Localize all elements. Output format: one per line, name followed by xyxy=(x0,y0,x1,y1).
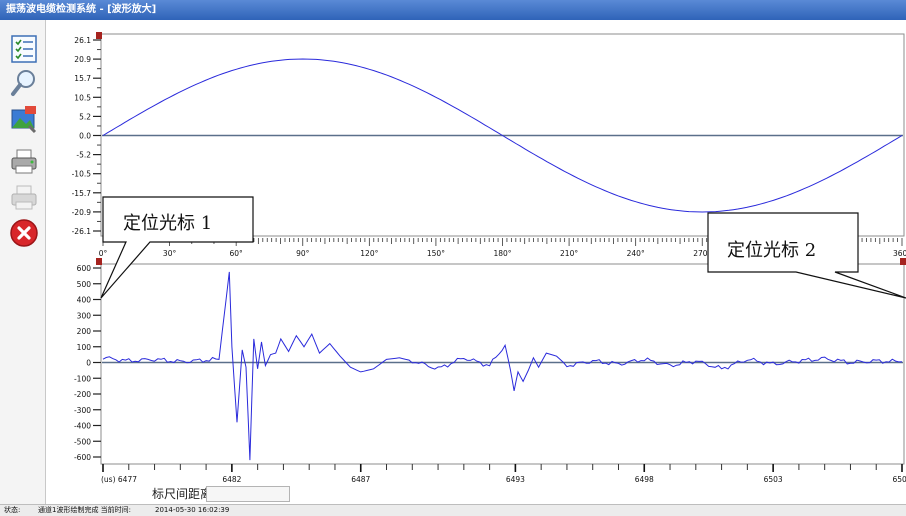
exit-button[interactable] xyxy=(9,218,39,248)
wave-x-tick-label: 6498 xyxy=(635,475,654,484)
window-title: 振荡波电缆检测系统 - [波形放大] xyxy=(0,0,906,20)
cursor2-callout xyxy=(707,212,906,299)
sine-x-tick-label: 240° xyxy=(627,249,645,258)
wave-y-tick-label: 100 xyxy=(77,343,92,352)
wave-x-tick-label: 6493 xyxy=(506,475,525,484)
wave-y-tick-label: -600 xyxy=(74,453,91,462)
wave-series-line xyxy=(102,271,903,461)
sine-y-tick-label: -10.5 xyxy=(72,170,92,179)
sine-y-tick-label: -5.2 xyxy=(76,151,91,160)
wave-y-tick-label: -500 xyxy=(74,437,91,446)
sine-x-tick-label: 60° xyxy=(230,249,244,258)
sine-x-tick-label: 210° xyxy=(560,249,578,258)
close-icon xyxy=(10,219,38,247)
vertical-toolbar xyxy=(0,20,46,504)
status-message: 通道1波形绘制完成 当前时间: xyxy=(38,506,132,514)
image-settings-icon xyxy=(11,106,37,134)
print-button[interactable] xyxy=(9,146,39,176)
wave-y-axis: 600 500 400 300 200 100 0 -100 -200 -300 -400 -500 -… xyxy=(74,264,101,462)
sine-y-tick-label: 0.0 xyxy=(79,132,91,141)
sine-x-tick-label: 270° xyxy=(693,249,711,258)
wave-y-tick-label: 400 xyxy=(77,296,92,305)
distance-input[interactable] xyxy=(206,486,290,502)
wave-y-tick-label: -300 xyxy=(74,406,91,415)
checklist-button[interactable] xyxy=(9,34,39,64)
cursor1-bottom-marker[interactable] xyxy=(96,258,102,265)
sine-series-line xyxy=(102,58,903,213)
sine-x-tick-label: 150° xyxy=(427,249,445,258)
wave-y-tick-label: 600 xyxy=(77,264,92,273)
wave-plot-frame xyxy=(100,263,905,465)
sine-y-tick-label: 15.7 xyxy=(74,74,91,83)
cursor2-marker[interactable] xyxy=(900,258,906,265)
image-settings-button[interactable] xyxy=(9,104,39,134)
wave-x-axis: (us) 6477 6482 6487 6493 6498 6503 6508 xyxy=(101,464,906,484)
sine-y-tick-label: -26.1 xyxy=(72,227,92,236)
wave-x-tick-label: 6508 xyxy=(892,475,906,484)
print-preview-button[interactable] xyxy=(9,182,39,212)
cursor1-top-marker[interactable] xyxy=(96,32,102,39)
wave-y-tick-label: -200 xyxy=(74,390,91,399)
sine-y-tick-label: 20.9 xyxy=(74,55,91,64)
sine-y-tick-label: -15.7 xyxy=(72,189,92,198)
sine-x-tick-label: 120° xyxy=(360,249,378,258)
wave-y-tick-label: 300 xyxy=(77,311,92,320)
wave-x-tick-label: 6487 xyxy=(351,475,370,484)
sine-x-tick-label: 360° xyxy=(893,249,906,258)
cursor1-callout xyxy=(100,196,254,299)
sine-y-axis: 26.1 20.9 15.7 10.5 5.2 0.0 -5.2 -10.5 -15.7 -20.… xyxy=(72,36,101,236)
magnifier-icon xyxy=(11,70,35,96)
wave-y-tick-label: -100 xyxy=(74,374,91,383)
sine-y-tick-label: 10.5 xyxy=(74,93,91,102)
status-time: 2014-05-30 16:02:39 xyxy=(155,506,230,514)
checklist-icon xyxy=(11,35,37,63)
sine-x-tick-label: 30° xyxy=(163,249,177,258)
sine-x-tick-label: 90° xyxy=(296,249,310,258)
sine-x-tick-label: 0° xyxy=(99,249,108,258)
wave-x-tick-label: 6503 xyxy=(764,475,783,484)
printer-icon xyxy=(11,149,37,174)
wave-y-tick-label: 500 xyxy=(77,280,92,289)
status-label: 状态: xyxy=(4,506,21,514)
sine-y-tick-label: 26.1 xyxy=(74,36,91,45)
sine-y-tick-label: 5.2 xyxy=(79,112,91,121)
wave-x-tick-label: (us) 6477 xyxy=(101,475,137,484)
zoom-button[interactable] xyxy=(9,68,39,98)
status-bar: 状态: 通道1波形绘制完成 当前时间: 2014-05-30 16:02:39 xyxy=(0,504,906,516)
wave-x-tick-label: 6482 xyxy=(222,475,241,484)
wave-y-tick-label: -400 xyxy=(74,422,91,431)
cursor1-label: 定位光标 1 xyxy=(123,213,213,234)
sine-x-tick-label: 180° xyxy=(493,249,511,258)
printer-disabled-icon xyxy=(11,185,37,210)
sine-y-tick-label: -20.9 xyxy=(72,208,92,217)
wave-y-tick-label: 0 xyxy=(86,359,91,368)
wave-y-tick-label: 200 xyxy=(77,327,92,336)
cursor2-label: 定位光标 2 xyxy=(727,240,817,261)
